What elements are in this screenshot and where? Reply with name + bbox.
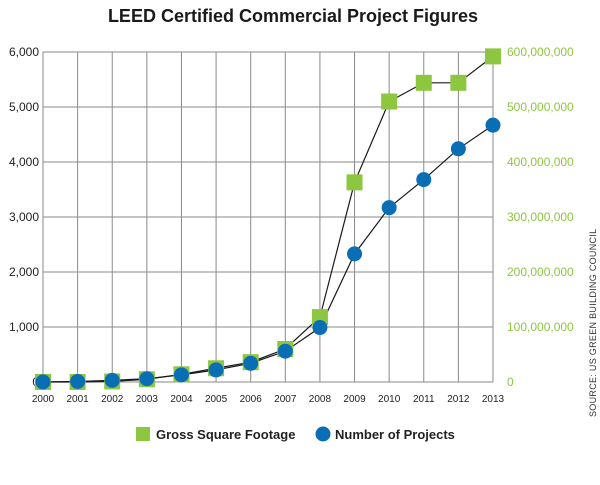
x-axis-tick-label: 2003 (136, 394, 159, 405)
number-of-projects-point (450, 141, 466, 157)
right-axis-tick-label: 200,000,000 (507, 265, 574, 279)
legend-label-gross-square-footage: Gross Square Footage (156, 427, 295, 442)
x-axis-tick-label: 2005 (205, 394, 228, 405)
x-axis-tick-label: 2012 (447, 394, 470, 405)
gross-square-footage-point (485, 48, 501, 65)
x-axis-tick-label: 2011 (413, 394, 435, 405)
x-axis-tick-label: 2010 (378, 394, 401, 405)
number-of-projects-point (104, 372, 120, 388)
right-axis-tick-label: 500,000,000 (507, 100, 574, 114)
x-axis-tick-label: 2013 (482, 394, 505, 405)
gross-square-footage-point (346, 174, 363, 191)
number-of-projects-point (35, 374, 51, 390)
right-axis-tick-label: 100,000,000 (507, 320, 574, 334)
number-of-projects-point (416, 172, 432, 188)
x-axis-tick-label: 2008 (309, 394, 332, 405)
x-axis-tick-label: 2007 (274, 394, 297, 405)
gross-square-footage-point (381, 93, 398, 110)
axes: 001,000100,000,0002,000200,000,0003,0003… (9, 45, 574, 405)
gross-square-footage-point (415, 74, 432, 91)
series-lines (42, 55, 494, 383)
right-axis-tick-label: 600,000,000 (507, 45, 574, 59)
x-axis-tick-label: 2001 (66, 394, 89, 405)
right-axis-tick-label: 400,000,000 (507, 155, 574, 169)
number-of-projects-point (208, 362, 224, 378)
number-of-projects-point (485, 117, 501, 133)
legend-circle-icon (315, 426, 331, 442)
left-axis-tick-label: 6,000 (9, 45, 39, 59)
legend: Gross Square Footage Number of Projects (136, 426, 455, 442)
number-of-projects-point (312, 320, 328, 336)
left-axis-tick-label: 1,000 (9, 320, 39, 334)
series-line-number-of-projects (42, 124, 494, 383)
legend-label-number-of-projects: Number of Projects (335, 427, 455, 442)
x-axis-tick-label: 2006 (240, 394, 263, 405)
source-note: SOURCE: US GREEN BUILDING COUNCIL (588, 229, 598, 417)
number-of-projects-point (277, 343, 293, 359)
number-of-projects-point (173, 367, 189, 383)
x-axis-tick-label: 2000 (32, 394, 55, 405)
gross-square-footage-point (311, 309, 328, 326)
gross-square-footage-point (450, 74, 467, 91)
number-of-projects-point (70, 373, 86, 389)
x-axis-tick-label: 2004 (170, 394, 193, 405)
number-of-projects-point (347, 246, 363, 262)
left-axis-tick-label: 3,000 (9, 210, 39, 224)
right-axis-tick-label: 300,000,000 (507, 210, 574, 224)
number-of-projects-point (139, 371, 155, 387)
series-marks (35, 48, 501, 390)
x-axis-tick-label: 2002 (101, 394, 124, 405)
legend-square-icon (136, 427, 150, 441)
chart-title: LEED Certified Commercial Project Figure… (108, 6, 478, 26)
grid (42, 51, 494, 383)
left-axis-tick-label: 2,000 (9, 265, 39, 279)
number-of-projects-point (243, 355, 259, 371)
series-line-gross-square-footage (43, 55, 494, 383)
right-axis-tick-label: 0 (507, 375, 514, 389)
number-of-projects-point (381, 200, 397, 216)
left-axis-tick-label: 5,000 (9, 100, 39, 114)
x-axis-tick-label: 2009 (343, 394, 366, 405)
left-axis-tick-label: 4,000 (9, 155, 39, 169)
